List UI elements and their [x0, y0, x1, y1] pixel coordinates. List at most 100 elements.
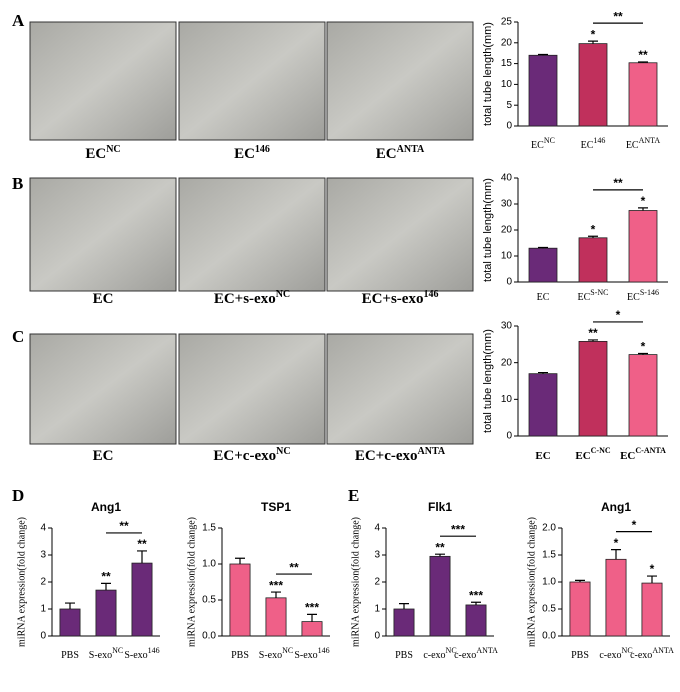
x-tick-label-base: S-exo	[124, 650, 147, 661]
x-tick-label-base: EC	[537, 292, 550, 303]
x-tick-label: PBS	[231, 650, 249, 661]
error-bar	[638, 207, 648, 211]
error-bar	[65, 602, 75, 609]
y-tick-label: 20	[501, 357, 513, 368]
panel-letter: C	[12, 327, 24, 346]
y-tick-label: 0.5	[542, 604, 556, 615]
x-tick-label: EC146	[581, 136, 606, 151]
x-tick-label: c-exoANTA	[454, 646, 498, 661]
y-tick-label: 25	[501, 17, 513, 28]
x-tick-label: PBS	[61, 650, 79, 661]
bar	[628, 354, 658, 437]
error-bar	[588, 339, 598, 342]
y-tick-label: 1.0	[202, 559, 216, 570]
bar	[578, 340, 608, 437]
y-tick-label: 3	[40, 550, 46, 561]
x-tick-label-sup: NC	[446, 646, 457, 655]
x-tick-label-base: EC	[575, 450, 590, 462]
error-bar	[588, 40, 598, 44]
bar	[465, 604, 487, 637]
image-label-sup: 146	[423, 289, 438, 300]
x-tick-label-base: S-exo	[89, 650, 112, 661]
x-tick-label-sup: NC	[622, 646, 633, 655]
image-label-base: EC+c-exo	[213, 448, 276, 464]
error-bar	[588, 235, 598, 238]
y-tick-label: 1	[40, 604, 46, 615]
error-bar	[638, 352, 648, 355]
significance: *	[591, 27, 596, 41]
image-label: ECNC	[85, 144, 120, 162]
comparison-label: **	[613, 176, 623, 190]
image-label-base: EC+s-exo	[362, 291, 424, 307]
x-tick-label: S-exoNC	[89, 646, 123, 661]
chart-title: Ang1	[601, 500, 631, 514]
comparison-label: **	[613, 9, 623, 23]
bar	[578, 43, 608, 127]
panel-letter: B	[12, 174, 23, 193]
x-tick-label: ECS-NC	[577, 288, 608, 303]
y-tick-label: 0	[506, 277, 512, 288]
x-tick-label-sup: NC	[544, 136, 555, 145]
image-label-sup: 146	[255, 144, 270, 155]
y-tick-label: 10	[501, 79, 513, 90]
x-tick-label-sup: S-NC	[590, 288, 608, 297]
significance: **	[588, 326, 598, 340]
x-tick-label: PBS	[571, 650, 589, 661]
y-axis-label: miRNA expression(fold change)	[16, 517, 27, 647]
y-tick-label: 30	[501, 199, 513, 210]
image-label: EC	[93, 448, 114, 464]
x-tick-label: ECC-NC	[575, 446, 611, 462]
y-tick-label: 1.5	[202, 523, 216, 534]
x-tick-label-base: EC	[581, 140, 594, 151]
bar	[641, 582, 663, 637]
x-tick-label-sup: ANTA	[652, 646, 674, 655]
significance: **	[137, 537, 147, 551]
x-tick-label: ECC-ANTA	[620, 446, 666, 462]
x-tick-label-base: c-exo	[454, 650, 476, 661]
image-label: EC+c-exoANTA	[355, 446, 446, 464]
error-bar	[647, 575, 657, 584]
error-bar	[538, 246, 548, 249]
x-tick-label-sup: NC	[112, 646, 123, 655]
x-tick-label-base: S-exo	[259, 650, 282, 661]
bar	[265, 597, 287, 637]
y-tick-label: 10	[501, 251, 513, 262]
image-label-base: EC+s-exo	[214, 291, 276, 307]
image-label: EC146	[234, 144, 270, 162]
y-axis-label: total tube length(mm)	[482, 329, 494, 433]
comparison-label: **	[289, 560, 299, 574]
significance: *	[641, 194, 646, 208]
x-tick-label-base: EC	[626, 140, 639, 151]
error-bar	[575, 579, 585, 582]
comparison-label: **	[119, 519, 129, 533]
bar	[569, 581, 591, 637]
image-label: EC+c-exoNC	[213, 446, 290, 464]
y-tick-label: 0.5	[202, 595, 216, 606]
x-tick-label: ECANTA	[626, 136, 661, 151]
x-tick-label-base: EC	[531, 140, 544, 151]
x-tick-label: S-exo146	[124, 646, 159, 661]
significance: ***	[305, 601, 319, 615]
y-axis-label: total tube length(mm)	[482, 178, 494, 282]
significance: ***	[269, 578, 283, 592]
y-tick-label: 1.0	[542, 577, 556, 588]
significance: **	[435, 540, 445, 554]
error-bar	[137, 550, 147, 564]
bar	[628, 210, 658, 283]
y-tick-label: 0	[374, 631, 380, 642]
x-tick-label-sup: C-NC	[591, 446, 611, 455]
image-label-base: EC	[234, 146, 255, 162]
y-tick-label: 2.0	[542, 523, 556, 534]
bar	[605, 558, 627, 637]
x-tick-label: EC	[537, 292, 550, 303]
y-tick-label: 15	[501, 58, 513, 69]
x-tick-label: c-exoNC	[599, 646, 632, 661]
y-tick-label: 3	[374, 550, 380, 561]
y-tick-label: 4	[374, 523, 380, 534]
y-tick-label: 2	[374, 577, 380, 588]
image-label: EC+s-exo146	[362, 289, 439, 307]
significance: *	[641, 340, 646, 354]
y-tick-label: 1.5	[542, 550, 556, 561]
image-label-base: EC	[376, 146, 397, 162]
